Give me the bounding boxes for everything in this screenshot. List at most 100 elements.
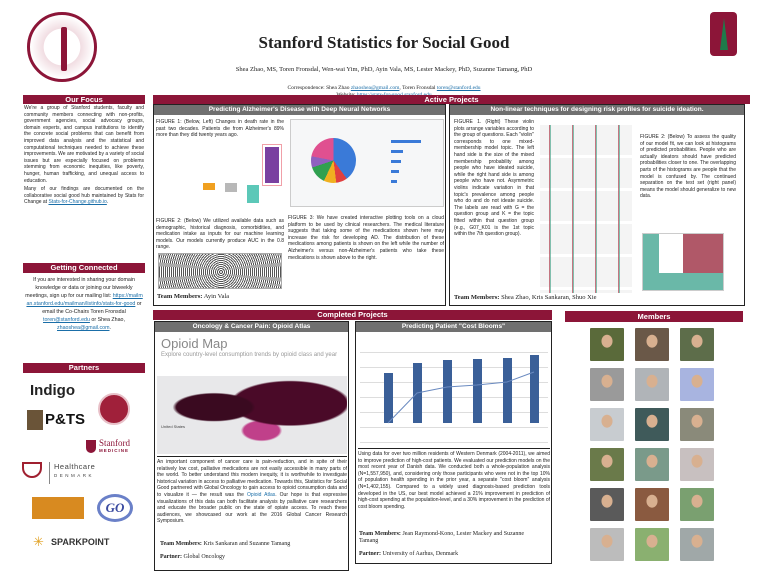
- member-photo: [680, 408, 714, 441]
- shea-email-link[interactable]: zhaoshea@gmail.com: [350, 85, 400, 91]
- stanford-seal-logo: [27, 12, 97, 82]
- our-focus-text: We're a group of Stanford students, facu…: [24, 105, 144, 206]
- neural-network-diagram: [158, 253, 282, 289]
- active-projects-header: Active Projects: [153, 95, 750, 104]
- correspondence: Correspondence: Shea Zhao zhaoshea@gmail…: [150, 85, 618, 91]
- focus-p2-text: Many of our findings are documented on t…: [24, 186, 144, 206]
- getting-connected-text: If you are interested in sharing your do…: [24, 276, 144, 332]
- opioid-partner-name: Global Oncology: [183, 554, 226, 560]
- member-photo: [680, 368, 714, 401]
- sparkpoint-logo: ✳ SPARKPOINT: [33, 534, 110, 549]
- member-photo: [680, 528, 714, 561]
- medication-dashboard-figure: [290, 119, 444, 207]
- member-photo: [590, 408, 624, 441]
- connected-text-4: .: [109, 325, 111, 331]
- opioid-text-a: An important component of cancer care is…: [157, 459, 347, 498]
- focus-paragraph-1: We're a group of Stanford students, facu…: [24, 105, 144, 184]
- poster-title: Stanford Statistics for Social Good: [258, 33, 510, 52]
- member-photo: [635, 408, 669, 441]
- connected-text-3: or Shea Zhao,: [89, 317, 125, 323]
- alz-team-names: Ayin Vala: [203, 293, 230, 300]
- cost-partner-label: Partner:: [359, 551, 381, 557]
- global-oncology-logo: [32, 497, 84, 519]
- toren-email-link-2[interactable]: toren@stanford.edu: [43, 317, 90, 323]
- correspondence-label: Correspondence: Shea Zhao: [287, 85, 350, 91]
- opioid-team-names: Kris Sankaran and Suzanne Tamang: [203, 541, 291, 547]
- cost-bloom-title: Predicting Patient "Cost Blooms": [356, 322, 551, 332]
- our-focus-header: Our Focus: [23, 95, 145, 104]
- member-photo: [635, 368, 669, 401]
- stanford-medicine-word: Stanford: [99, 438, 130, 448]
- shea-email-link-2[interactable]: zhaoshea@gmail.com: [57, 325, 110, 331]
- cost-team-names: Jean Raymond-Kono, Lester Mackey and Suz…: [359, 531, 525, 544]
- member-photo: [635, 448, 669, 481]
- authors: Shea Zhao, MS, Toren Fronsdal, Wen-wai Y…: [235, 66, 533, 73]
- opioid-team-label: Team Members:: [160, 541, 202, 547]
- connected-intro: If you are interested in sharing your do…: [25, 277, 135, 299]
- alzheimer-title: Predicting Alzheimer's Disease with Deep…: [154, 105, 445, 115]
- opioid-map-title: Opioid Map: [161, 336, 228, 351]
- violin-plots-figure: [540, 125, 632, 293]
- alz-figure2-caption: FIGURE 2: (Below) We utilized available …: [156, 218, 284, 251]
- completed-projects-header: Completed Projects: [153, 310, 552, 320]
- member-photo: [590, 528, 624, 561]
- getting-connected-header: Getting Connected: [23, 263, 145, 273]
- opioid-title: Oncology & Cancer Pain: Opioid Atlas: [155, 322, 348, 332]
- partners-header: Partners: [23, 363, 145, 373]
- connected-text-2: or email the Co-Chairs Toren Fronsdal: [42, 301, 142, 315]
- member-photo: [680, 488, 714, 521]
- suicide-figure2-caption: FIGURE 2: (Below) To assess the quality …: [640, 134, 736, 200]
- opioid-partner: Partner: Global Oncology: [160, 554, 225, 560]
- correspondence-mid: , Toren Fronsdal: [399, 85, 436, 91]
- focus-p2-end: .: [106, 199, 109, 206]
- denmark-word: DENMARK: [54, 473, 95, 478]
- sparkpoint-word: SPARKPOINT: [51, 537, 110, 547]
- member-photo: [590, 448, 624, 481]
- opioid-panel: Oncology & Cancer Pain: Opioid Atlas Opi…: [154, 321, 349, 571]
- pts-logo-text: P&TS: [45, 411, 86, 428]
- cost-bloom-panel: Predicting Patient "Cost Blooms" Using d…: [355, 321, 552, 564]
- cost-bloom-text: Using data for over two million resident…: [358, 448, 550, 510]
- stats-for-change-link[interactable]: Stats-for-Change.github.io: [48, 199, 107, 206]
- alz-team-label: Team Members:: [157, 293, 203, 300]
- member-photo: [590, 328, 624, 361]
- improvement-line: [387, 371, 535, 424]
- member-photo: [635, 528, 669, 561]
- cost-bloom-team: Team Members: Jean Raymond-Kono, Lester …: [359, 531, 529, 545]
- suicide-team-names: Shea Zhao, Kris Sankaran, Shuo Xie: [501, 294, 597, 301]
- histogram-figure: [642, 233, 724, 291]
- opioid-team: Team Members: Kris Sankaran and Suzanne …: [160, 541, 290, 547]
- opioid-atlas-link[interactable]: Opioid Atlas: [246, 491, 276, 498]
- cost-partner-name: University of Aarhus, Denmark: [382, 551, 459, 557]
- opioid-map-figure: Opioid Map Explore country-level consump…: [157, 334, 347, 454]
- stanford-s-logo: [710, 12, 737, 56]
- opioid-inset-label: United States: [161, 424, 186, 429]
- alzheimer-panel: Predicting Alzheimer's Disease with Deep…: [153, 104, 446, 306]
- indigo-logo: Indigo: [30, 382, 75, 399]
- stanford-medicine-logo: Stanford MEDICINE: [86, 438, 141, 456]
- member-photo: [590, 368, 624, 401]
- opioid-text-b: . Our hope is that expressive visualizat…: [157, 491, 347, 525]
- member-photo: [590, 488, 624, 521]
- healthcare-word: Healthcare: [54, 462, 96, 471]
- suicide-team: Team Members: Shea Zhao, Kris Sankaran, …: [454, 294, 597, 301]
- member-photo: [635, 328, 669, 361]
- pts-logo: P&TS: [27, 410, 91, 432]
- opioid-text: An important component of cancer care is…: [157, 456, 347, 525]
- cost-bloom-partner: Partner: University of Aarhus, Denmark: [359, 551, 458, 557]
- healthcare-denmark-logo: Healthcare DENMARK: [22, 460, 112, 488]
- member-photo: [680, 328, 714, 361]
- focus-paragraph-2: Many of our findings are documented on t…: [24, 186, 144, 206]
- alz-team: Team Members: Ayin Vala: [157, 293, 229, 300]
- toren-email-link[interactable]: toren@stanford.edu: [436, 85, 481, 91]
- members-header: Members: [565, 311, 743, 322]
- cost-team-label: Team Members:: [359, 531, 401, 537]
- alz-figure1-caption: FIGURE 1: (Below, Left) Changes in death…: [156, 119, 284, 139]
- death-rate-bar-figure: [158, 144, 282, 217]
- suicide-team-label: Team Members:: [454, 294, 500, 301]
- opioid-partner-label: Partner:: [160, 554, 182, 560]
- mailing-list-link[interactable]: https://mailman.stanford.edu/mailman/lis…: [26, 293, 143, 307]
- suicide-figure1-caption: FIGURE 1. (Right) These violin plots arr…: [454, 119, 534, 238]
- members-photo-grid: [590, 328, 730, 568]
- member-photo: [635, 488, 669, 521]
